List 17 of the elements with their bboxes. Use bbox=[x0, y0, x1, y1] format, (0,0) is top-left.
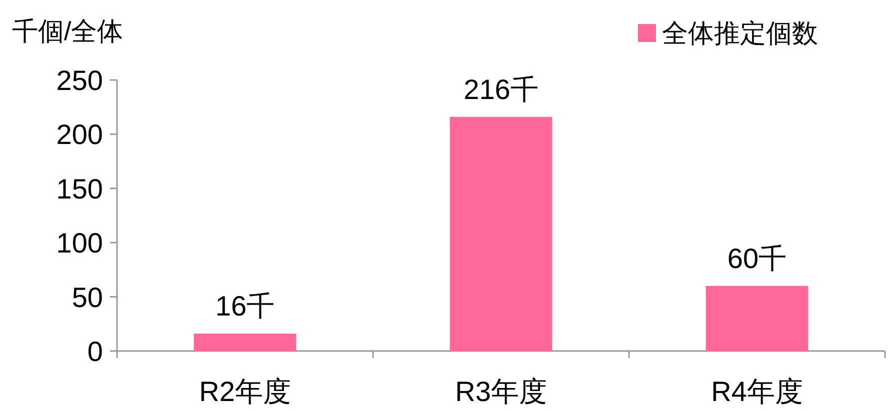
data-label: 216千 bbox=[464, 74, 538, 105]
y-tick-label: 0 bbox=[87, 336, 103, 367]
legend-label: 全体推定個数 bbox=[662, 18, 818, 48]
y-tick-label: 150 bbox=[56, 173, 103, 204]
data-label: 60千 bbox=[727, 242, 787, 274]
x-tick-label: R3年度 bbox=[455, 376, 547, 407]
y-axis-title: 千個/全体 bbox=[12, 16, 124, 46]
y-tick-label: 200 bbox=[56, 119, 103, 150]
y-tick-label: 250 bbox=[56, 65, 103, 96]
x-tick-label: R4年度 bbox=[711, 376, 803, 407]
bar bbox=[706, 286, 808, 351]
data-label: 16千 bbox=[215, 290, 275, 322]
y-tick-label: 100 bbox=[56, 228, 103, 259]
x-tick-label: R2年度 bbox=[199, 376, 291, 407]
y-tick-label: 50 bbox=[72, 282, 103, 313]
bar bbox=[194, 334, 296, 351]
bar bbox=[450, 116, 552, 351]
